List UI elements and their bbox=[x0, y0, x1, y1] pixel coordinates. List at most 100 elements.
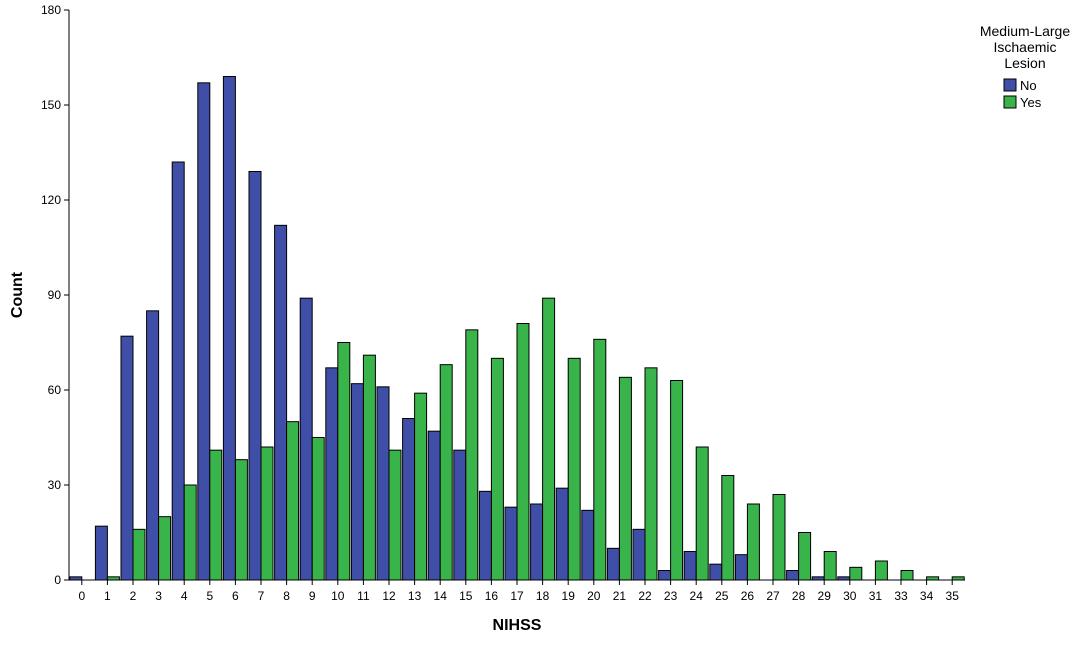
bar-yes-30 bbox=[849, 566, 863, 581]
x-tick-label-27: 27 bbox=[766, 589, 780, 603]
x-tick-label-20: 20 bbox=[587, 589, 601, 603]
bar-yes-7 bbox=[260, 446, 274, 581]
bar-yes-24 bbox=[695, 446, 709, 581]
legend-title-line-3: Lesion bbox=[1004, 55, 1045, 71]
bar-no-24 bbox=[683, 551, 697, 581]
bar-yes-3 bbox=[158, 516, 172, 581]
bar-no-21 bbox=[606, 547, 620, 581]
x-tick-label-5: 5 bbox=[206, 589, 213, 603]
x-tick-label-30: 30 bbox=[843, 589, 857, 603]
legend-swatch-no bbox=[1003, 78, 1017, 92]
y-tick-label-120: 120 bbox=[41, 193, 61, 207]
bar-yes-16 bbox=[490, 357, 504, 581]
bar-yes-4 bbox=[183, 484, 197, 581]
bar-no-15 bbox=[453, 449, 467, 581]
legend-label-yes: Yes bbox=[1020, 95, 1042, 110]
bar-no-10 bbox=[325, 367, 339, 581]
x-tick-label-29: 29 bbox=[818, 589, 832, 603]
bar-yes-13 bbox=[414, 392, 428, 581]
bar-no-13 bbox=[402, 418, 416, 581]
bar-yes-14 bbox=[439, 364, 453, 581]
legend-title-line-2: Ischaemic bbox=[993, 39, 1056, 55]
legend-label-no: No bbox=[1020, 78, 1037, 93]
x-tick-label-2: 2 bbox=[130, 589, 137, 603]
y-tick-label-0: 0 bbox=[54, 573, 61, 587]
bar-yes-26 bbox=[746, 503, 760, 581]
bar-no-2 bbox=[120, 335, 134, 581]
bar-yes-2 bbox=[132, 528, 146, 581]
bar-yes-11 bbox=[362, 354, 376, 581]
x-tick-label-6: 6 bbox=[232, 589, 239, 603]
legend-swatch-yes bbox=[1003, 95, 1017, 109]
bar-yes-29 bbox=[823, 551, 837, 581]
x-tick-label-4: 4 bbox=[181, 589, 188, 603]
bar-no-7 bbox=[248, 171, 262, 581]
bar-no-16 bbox=[478, 490, 492, 581]
legend-title-line-1: Medium-Large bbox=[980, 23, 1070, 39]
bar-no-1 bbox=[94, 525, 108, 581]
bar-yes-31 bbox=[874, 560, 888, 581]
x-tick-label-25: 25 bbox=[715, 589, 729, 603]
x-tick-label-14: 14 bbox=[434, 589, 448, 603]
bar-no-8 bbox=[274, 224, 288, 581]
bar-no-26 bbox=[734, 554, 748, 581]
x-tick-label-33: 33 bbox=[894, 589, 908, 603]
bar-no-22 bbox=[632, 528, 646, 581]
bar-no-3 bbox=[146, 310, 160, 581]
bar-no-28 bbox=[786, 570, 800, 581]
y-tick-label-30: 30 bbox=[48, 478, 62, 492]
bar-no-19 bbox=[555, 487, 569, 581]
bar-no-12 bbox=[376, 386, 390, 581]
x-tick-label-26: 26 bbox=[741, 589, 755, 603]
bar-no-4 bbox=[171, 161, 185, 581]
legend: Medium-Large Ischaemic Lesion No Yes bbox=[980, 23, 1070, 110]
x-axis-title: NIHSS bbox=[493, 617, 542, 634]
bar-yes-9 bbox=[311, 437, 325, 581]
x-tick-label-21: 21 bbox=[613, 589, 627, 603]
x-tick-label-19: 19 bbox=[562, 589, 576, 603]
x-tick-label-9: 9 bbox=[309, 589, 316, 603]
x-tick-label-15: 15 bbox=[459, 589, 473, 603]
bar-yes-33 bbox=[900, 570, 914, 581]
x-tick-label-1: 1 bbox=[104, 589, 111, 603]
y-tick-label-150: 150 bbox=[41, 98, 61, 112]
x-tick-label-18: 18 bbox=[536, 589, 550, 603]
x-tick-label-10: 10 bbox=[331, 589, 345, 603]
bar-no-18 bbox=[530, 503, 544, 581]
bar-yes-17 bbox=[516, 323, 530, 581]
x-tick-label-0: 0 bbox=[78, 589, 85, 603]
y-tick-label-90: 90 bbox=[48, 288, 62, 302]
x-tick-label-28: 28 bbox=[792, 589, 806, 603]
bar-no-9 bbox=[299, 297, 313, 581]
bar-yes-8 bbox=[286, 421, 300, 581]
bar-yes-23 bbox=[670, 380, 684, 581]
x-tick-label-23: 23 bbox=[664, 589, 678, 603]
x-tick-label-12: 12 bbox=[382, 589, 396, 603]
bar-yes-5 bbox=[209, 449, 223, 581]
bar-yes-19 bbox=[567, 357, 581, 581]
bar-yes-15 bbox=[465, 329, 479, 581]
bar-no-6 bbox=[222, 76, 236, 581]
x-tick-label-3: 3 bbox=[155, 589, 162, 603]
x-tick-label-17: 17 bbox=[510, 589, 524, 603]
bar-yes-10 bbox=[337, 342, 351, 581]
bar-yes-28 bbox=[798, 532, 812, 581]
bar-yes-6 bbox=[234, 459, 248, 581]
bar-no-5 bbox=[197, 82, 211, 581]
x-tick-label-34: 34 bbox=[920, 589, 934, 603]
bar-no-14 bbox=[427, 430, 441, 581]
bar-no-17 bbox=[504, 506, 518, 581]
bar-yes-18 bbox=[542, 297, 556, 581]
bar-no-11 bbox=[350, 383, 364, 581]
bar-no-23 bbox=[658, 570, 672, 581]
x-tick-label-16: 16 bbox=[485, 589, 499, 603]
x-tick-label-13: 13 bbox=[408, 589, 422, 603]
x-tick-label-8: 8 bbox=[283, 589, 290, 603]
x-tick-label-35: 35 bbox=[946, 589, 960, 603]
x-tick-label-7: 7 bbox=[258, 589, 265, 603]
bars-layer bbox=[69, 76, 965, 581]
y-tick-label-60: 60 bbox=[48, 383, 62, 397]
bar-no-25 bbox=[709, 563, 723, 581]
